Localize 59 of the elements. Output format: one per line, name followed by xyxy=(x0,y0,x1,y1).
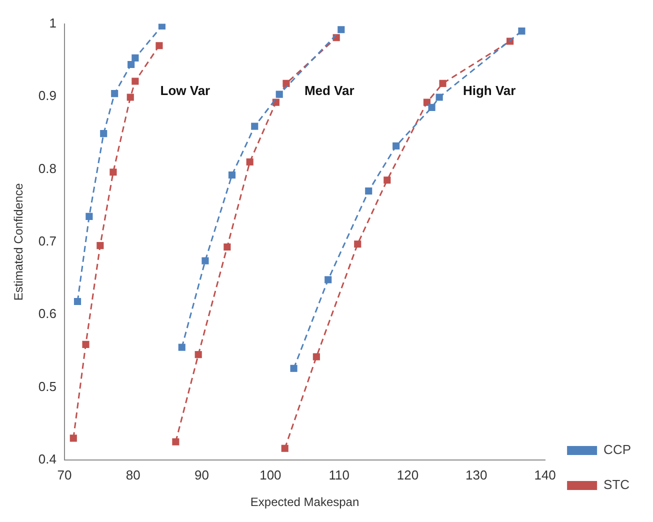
point xyxy=(111,90,118,98)
y-tick-label: 0.4 xyxy=(38,452,56,467)
point xyxy=(100,130,108,138)
point xyxy=(290,364,298,372)
point xyxy=(178,344,186,351)
point xyxy=(194,351,202,358)
x-tick-label: 140 xyxy=(534,467,556,482)
point xyxy=(74,298,82,306)
legend-label: CCP xyxy=(604,442,632,458)
point xyxy=(158,24,166,30)
point xyxy=(281,444,288,452)
annotation: Low Var xyxy=(160,82,210,98)
point xyxy=(110,168,117,176)
point xyxy=(312,353,320,360)
point xyxy=(96,242,104,250)
point xyxy=(126,94,134,101)
annotation: Med Var xyxy=(304,82,354,98)
x-tick-label: 110 xyxy=(328,467,350,482)
point xyxy=(276,90,283,98)
point xyxy=(392,142,400,150)
point xyxy=(354,240,362,248)
x-axis-title: Expected Makespan xyxy=(250,495,360,510)
point xyxy=(384,176,391,184)
point xyxy=(436,94,443,101)
point xyxy=(128,60,135,68)
point xyxy=(338,26,345,34)
x-tick-label: 80 xyxy=(126,467,140,482)
point xyxy=(251,122,258,130)
point xyxy=(132,54,139,62)
point xyxy=(86,212,93,220)
x-tick-label: 70 xyxy=(57,467,72,482)
point xyxy=(172,438,180,446)
point xyxy=(202,257,209,264)
point xyxy=(324,276,332,284)
annotation: High Var xyxy=(462,82,516,98)
x-tick-label: 100 xyxy=(260,467,282,482)
point xyxy=(224,243,231,251)
y-tick-label: 0.7 xyxy=(38,233,56,248)
point xyxy=(132,78,139,85)
point xyxy=(246,158,254,166)
y-tick-label: 1 xyxy=(49,15,56,30)
point xyxy=(365,187,372,195)
x-tick-label: 120 xyxy=(396,467,419,482)
point xyxy=(70,434,77,442)
point xyxy=(156,42,163,50)
x-tick-label: 130 xyxy=(466,467,488,482)
point xyxy=(228,171,236,179)
y-tick-label: 0.8 xyxy=(38,160,56,176)
point xyxy=(439,80,446,87)
point xyxy=(82,340,90,348)
y-tick-label: 0.9 xyxy=(38,88,56,104)
point xyxy=(518,28,526,35)
point xyxy=(428,104,436,111)
y-tick-label: 0.5 xyxy=(38,378,56,394)
y-axis-title: Estimated Confidence xyxy=(12,182,26,301)
x-tick-label: 90 xyxy=(194,467,210,482)
point xyxy=(282,80,290,87)
y-tick-label: 0.6 xyxy=(38,306,56,322)
legend-label: STC xyxy=(604,477,630,492)
